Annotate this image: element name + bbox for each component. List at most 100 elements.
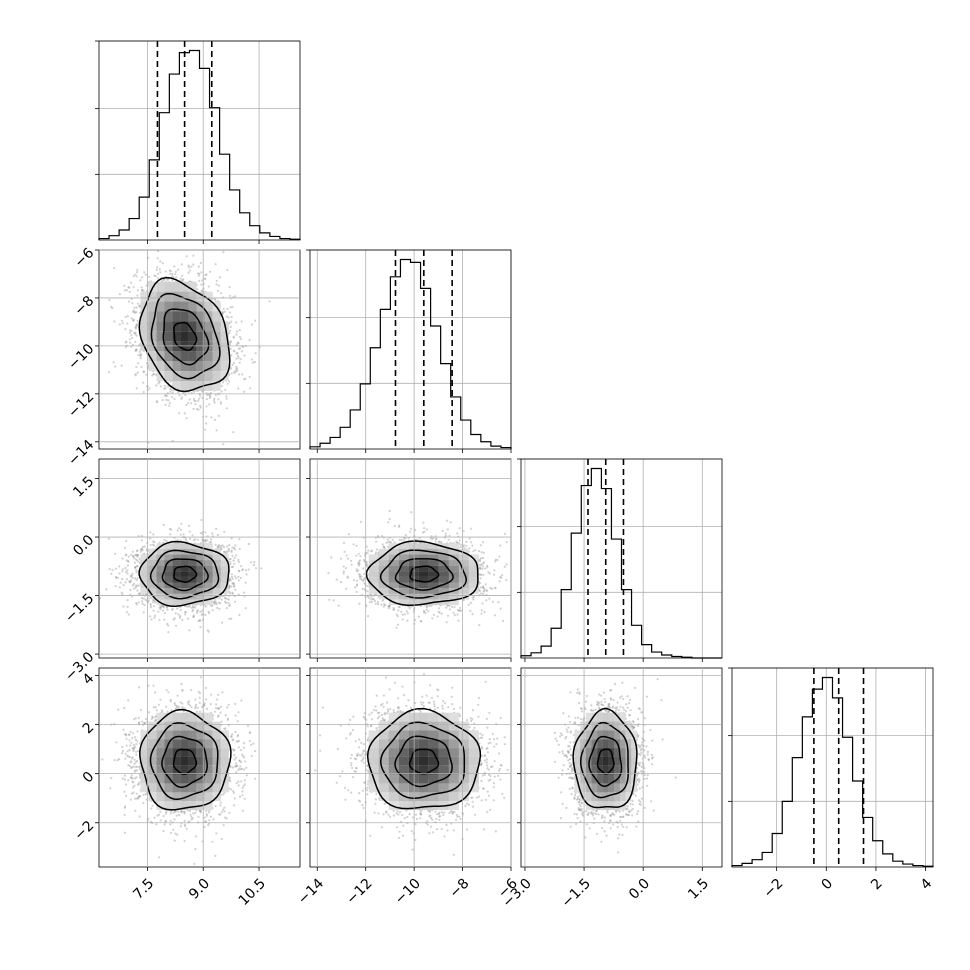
scatter-point [149, 602, 152, 606]
scatter-point [196, 288, 199, 291]
scatter-point [134, 350, 137, 353]
scatter-point [181, 396, 184, 399]
histogram-step-line [309, 258, 512, 449]
scatter-point [239, 347, 242, 350]
scatter-point [199, 261, 202, 265]
scatter-point [179, 615, 182, 618]
scatter-point [143, 552, 146, 555]
scatter-point [143, 271, 146, 274]
scatter-point [238, 613, 241, 617]
scatter-point [204, 428, 207, 431]
scatter-point [221, 311, 224, 314]
scatter-point [139, 354, 142, 357]
scatter-point [233, 556, 236, 559]
scatter-point [160, 605, 163, 609]
scatter-point [204, 538, 207, 541]
scatter-point [128, 290, 131, 293]
scatter-point [128, 329, 132, 332]
scatter-point [192, 614, 195, 617]
scatter-point [115, 576, 118, 579]
scatter-point [205, 398, 208, 401]
scatter-point [236, 367, 239, 370]
scatter-point [237, 356, 240, 359]
histogram-panel [517, 458, 723, 662]
density-cell [148, 361, 157, 371]
scatter-point [141, 549, 144, 552]
x-tick-label: 0 [819, 876, 837, 894]
scatter-point [225, 550, 229, 553]
scatter-point [235, 321, 238, 324]
density-cell [212, 311, 221, 322]
scatter-point [180, 522, 183, 525]
scatter-point [166, 385, 169, 388]
scatter-point [114, 365, 117, 368]
scatter-point [124, 546, 127, 550]
scatter-point [178, 412, 181, 415]
scatter-point [219, 400, 222, 404]
scatter-point [142, 289, 145, 292]
scatter-point [132, 286, 135, 289]
scatter-point [233, 546, 236, 550]
scatter-point [181, 618, 184, 622]
density-cell [180, 361, 189, 371]
scatter-point [188, 629, 191, 632]
scatter-point [208, 394, 211, 397]
scatter-point [168, 404, 171, 407]
scatter-point [192, 615, 195, 619]
scatter-point [196, 610, 199, 613]
scatter-point [220, 390, 223, 393]
scatter-point [128, 300, 131, 303]
density-cell [188, 311, 197, 322]
scatter-point [239, 338, 242, 341]
scatter-point [230, 573, 233, 576]
scatter-point [215, 527, 218, 531]
scatter-point [118, 323, 121, 326]
scatter-point [242, 591, 246, 594]
scatter-point [170, 388, 173, 391]
scatter-point [198, 397, 201, 400]
scatter-point [163, 387, 166, 390]
scatter-point [152, 372, 155, 376]
histogram-frame [520, 458, 723, 659]
density-cell [140, 291, 149, 302]
scatter-point [164, 403, 167, 406]
density-cell [172, 281, 181, 292]
density-cell [172, 351, 181, 362]
scatter-point [229, 329, 232, 332]
scatter-point [232, 582, 235, 586]
scatter-point [230, 320, 233, 323]
scatter-point [238, 570, 241, 573]
scatter-point [236, 369, 239, 372]
scatter-point [134, 340, 137, 343]
scatter-point [229, 340, 232, 343]
scatter-point [229, 592, 232, 595]
scatter-point [244, 581, 247, 584]
scatter-point [158, 381, 161, 384]
scatter-point [135, 571, 138, 574]
scatter-point [167, 278, 170, 281]
scatter-point [199, 404, 202, 407]
scatter-point [168, 269, 171, 272]
scatter-point [120, 319, 124, 322]
scatter-point [227, 316, 230, 319]
scatter-point [129, 580, 132, 584]
scatter-point [236, 341, 240, 344]
scatter-point [229, 562, 232, 566]
scatter-point [125, 289, 128, 292]
scatter-point [231, 305, 234, 308]
scatter-point [201, 396, 204, 399]
density-cell [164, 351, 173, 362]
scatter-point [188, 530, 191, 533]
scatter-point [166, 608, 169, 611]
scatter-point [197, 272, 200, 275]
density-cell [180, 381, 189, 391]
scatter-point [199, 531, 202, 535]
scatter-point [204, 277, 207, 280]
scatter-point [225, 395, 228, 398]
scatter-point [209, 540, 213, 544]
scatter-point [232, 581, 235, 585]
density-cell [188, 321, 197, 332]
density-cell [204, 321, 213, 332]
scatter-point [207, 630, 210, 633]
scatter-point [165, 278, 168, 281]
